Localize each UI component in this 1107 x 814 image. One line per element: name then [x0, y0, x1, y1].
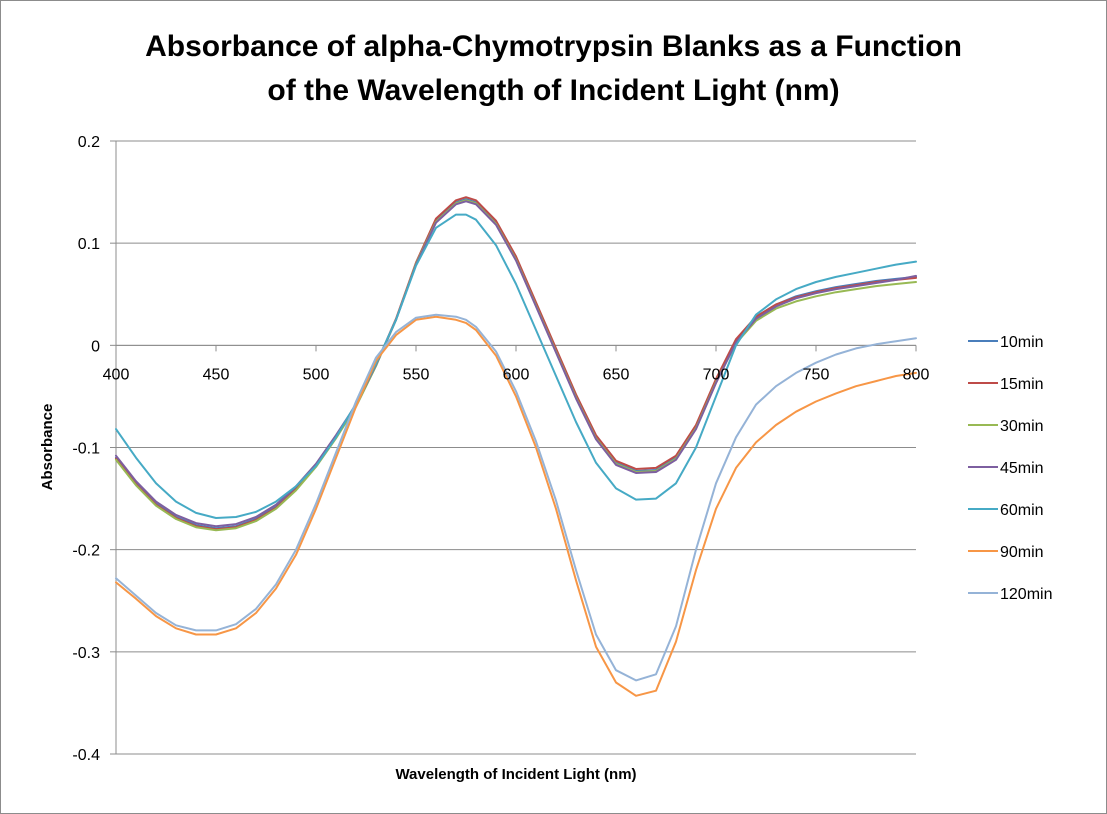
legend-label-60min: 60min — [1000, 502, 1044, 519]
gridlines — [116, 140, 916, 755]
legend-label-45min: 45min — [1000, 460, 1044, 477]
x-tick-label: 800 — [903, 366, 930, 383]
legend-label-10min: 10min — [1000, 334, 1044, 351]
y-tick-label: -0.1 — [72, 441, 100, 458]
chart-title-line-1: Absorbance of alpha-Chymotrypsin Blanks … — [145, 30, 962, 63]
x-tick-label: 600 — [503, 366, 530, 383]
y-axis-title: Absorbance — [39, 404, 56, 491]
legend-label-15min: 15min — [1000, 376, 1044, 393]
x-tick-label: 700 — [703, 366, 730, 383]
axes — [110, 140, 917, 755]
x-tick-label: 750 — [803, 366, 830, 383]
x-tick-label: 450 — [203, 366, 230, 383]
series-line-30min — [115, 199, 917, 532]
chart-title-line-2: of the Wavelength of Incident Light (nm) — [267, 74, 840, 107]
legend-label-120min: 120min — [1000, 586, 1052, 603]
tick-labels: 0.2 0.1 0 -0.1 -0.2 -0.3 -0.4 400 450 500 550 600 65… — [72, 134, 929, 764]
x-tick-label: 500 — [303, 366, 330, 383]
series-line-60min — [115, 213, 917, 519]
series-lines — [115, 196, 917, 697]
y-tick-label: -0.4 — [72, 747, 100, 764]
y-tick-label: 0.1 — [78, 236, 100, 253]
y-tick-label: -0.2 — [72, 543, 100, 560]
y-tick-label: 0 — [91, 338, 100, 355]
series-line-45min — [115, 200, 917, 528]
y-tick-label: 0.2 — [78, 134, 100, 151]
x-tick-label: 650 — [603, 366, 630, 383]
series-line-10min — [115, 198, 917, 530]
legend: 10min 15min 30min 45min 60min 90min 120min — [968, 334, 1052, 603]
x-axis-title: Wavelength of Incident Light (nm) — [395, 766, 636, 783]
chart-title: Absorbance of alpha-Chymotrypsin Blanks … — [1, 25, 1106, 113]
series-line-15min — [115, 196, 917, 531]
legend-label-90min: 90min — [1000, 544, 1044, 561]
y-tick-label: -0.3 — [72, 645, 100, 662]
x-tick-label: 400 — [103, 366, 130, 383]
series-line-90min — [115, 315, 917, 697]
legend-label-30min: 30min — [1000, 418, 1044, 435]
series-line-120min — [115, 313, 917, 682]
x-tick-label: 550 — [403, 366, 430, 383]
